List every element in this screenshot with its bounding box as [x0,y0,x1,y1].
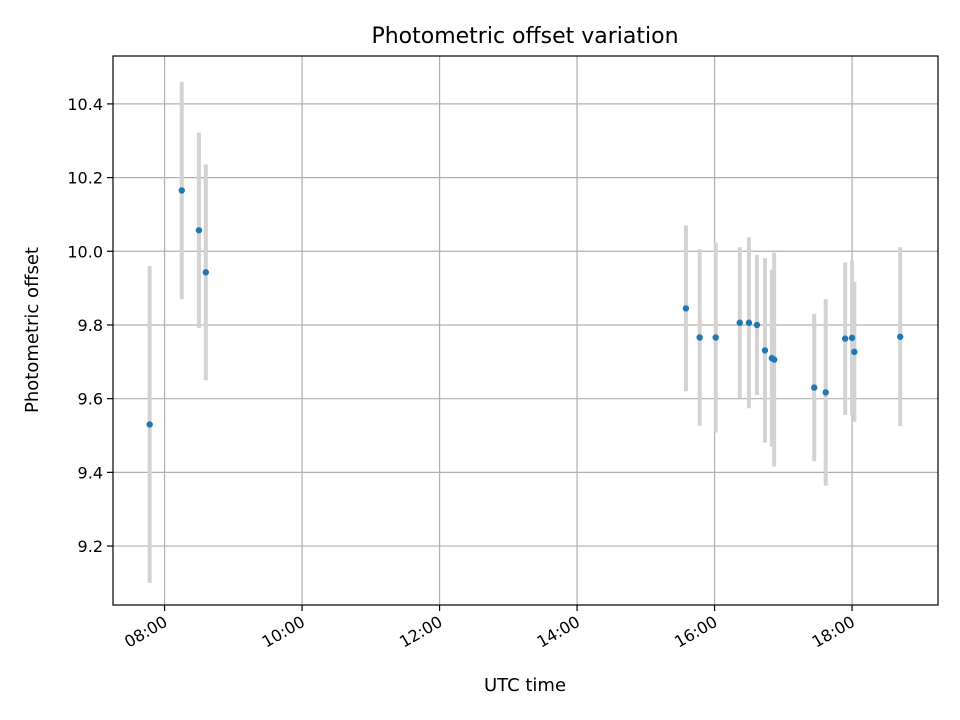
y-tick-label: 9.6 [78,390,103,409]
y-tick-label: 9.2 [78,537,103,556]
data-point [753,321,761,329]
chart-title: Photometric offset variation [371,24,678,49]
grid [113,56,938,605]
data-point [696,334,703,341]
data-point [896,333,904,340]
plot-frame [112,55,939,606]
data-points [146,187,904,428]
x-axis-label: UTC time [484,675,566,696]
data-point [745,319,753,326]
data-point [841,335,849,342]
data-point [851,348,858,356]
y-tick-label: 9.8 [78,316,103,335]
data-point [202,269,210,276]
data-point [848,334,856,342]
y-tick-label: 10.4 [67,95,103,114]
y-tick-label: 9.4 [78,463,103,482]
data-point [195,227,203,234]
data-point [146,421,153,428]
y-axis-label: Photometric offset [22,247,43,413]
data-point [770,356,778,363]
data-point [822,389,829,396]
data-point [736,319,743,326]
y-tick-label: 10.0 [67,242,103,261]
data-point [178,187,185,194]
y-axis-ticks: 9.2 9.4 9.6 9.8 10.0 10.2 10.4 [67,95,113,556]
data-point [811,384,818,391]
data-point [761,347,769,354]
data-point [712,334,719,341]
data-point [682,305,690,312]
y-tick-label: 10.2 [67,169,103,188]
